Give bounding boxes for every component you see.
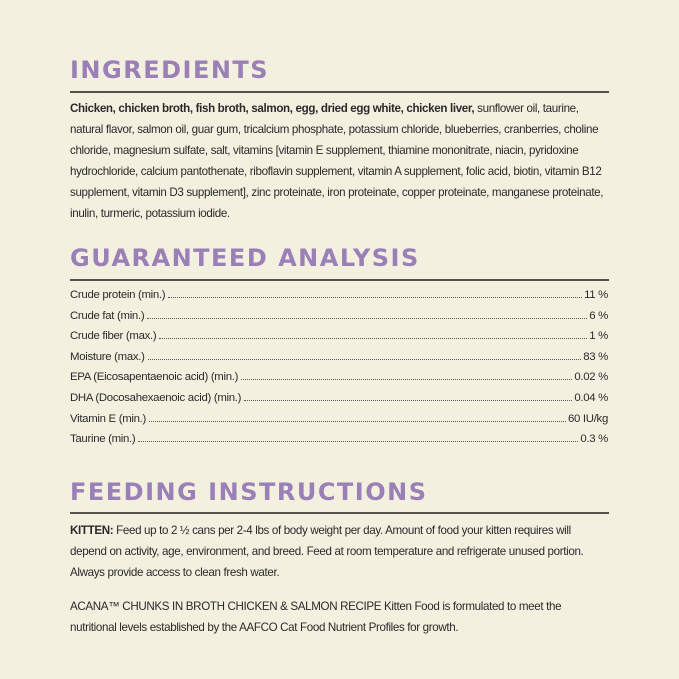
nutrient-label: DHA (Docosahexaenoic acid) (min.) <box>70 391 242 404</box>
nutrient-value: 0.02 % <box>574 371 608 384</box>
ingredients-rest-text: sunflower oil, taurine, natural flavor, … <box>70 102 604 220</box>
nutrient-value: 6 % <box>589 309 608 322</box>
analysis-row: Crude fat (min.) 6 % <box>70 310 608 331</box>
analysis-row: Moisture (max.) 83 % <box>70 351 608 372</box>
dot-leader <box>147 358 582 360</box>
analysis-row: Vitamin E (min.) 60 IU/kg <box>70 413 608 434</box>
nutrient-label: Crude fiber (max.) <box>70 330 157 343</box>
analysis-row: DHA (Docosahexaenoic acid) (min.) 0.04 % <box>70 392 608 413</box>
analysis-row: Crude protein (min.) 11 % <box>70 289 608 310</box>
kitten-instructions: KITTEN: Feed up to 2 ½ cans per 2-4 lbs … <box>70 520 610 583</box>
kitten-text: Feed up to 2 ½ cans per 2-4 lbs of body … <box>70 524 584 579</box>
ingredients-text: Chicken, chicken broth, fish broth, salm… <box>70 98 610 224</box>
ingredients-heading: INGREDIENTS <box>70 56 270 84</box>
nutrient-value: 83 % <box>583 350 608 363</box>
divider <box>70 91 609 93</box>
aafco-statement: ACANA™ CHUNKS IN BROTH CHICKEN & SALMON … <box>70 600 562 634</box>
divider <box>70 512 609 514</box>
analysis-row: EPA (Eicosapentaenoic acid) (min.) 0.02 % <box>70 371 608 392</box>
dot-leader <box>138 441 579 443</box>
dot-leader <box>244 399 573 401</box>
feeding-heading: FEEDING INSTRUCTIONS <box>70 478 428 506</box>
divider <box>70 279 609 281</box>
nutrient-value: 11 % <box>584 289 608 301</box>
nutrient-value: 0.3 % <box>580 433 608 446</box>
ingredients-bold-text: Chicken, chicken broth, fish broth, salm… <box>70 102 475 115</box>
nutrient-label: Taurine (min.) <box>70 433 136 446</box>
dot-leader <box>159 338 588 340</box>
analysis-table: Crude protein (min.) 11 % Crude fat (min.)… <box>70 289 608 454</box>
nutrient-value: 60 IU/kg <box>567 412 608 425</box>
dot-leader <box>147 317 588 319</box>
nutrient-label: Crude protein (min.) <box>70 289 166 301</box>
kitten-label: KITTEN: <box>70 524 114 537</box>
dot-leader <box>168 297 583 298</box>
nutrient-value: 0.04 % <box>574 391 608 404</box>
nutrient-label: Moisture (max.) <box>70 350 145 363</box>
dot-leader <box>149 420 566 422</box>
dot-leader <box>241 379 573 381</box>
analysis-row: Taurine (min.) 0.3 % <box>70 433 608 454</box>
nutrient-label: Vitamin E (min.) <box>70 412 147 425</box>
nutrient-label: Crude fat (min.) <box>70 309 145 322</box>
nutrient-value: 1 % <box>589 330 608 343</box>
analysis-heading: GUARANTEED ANALYSIS <box>70 244 420 272</box>
nutrient-label: EPA (Eicosapentaenoic acid) (min.) <box>70 371 239 384</box>
analysis-row: Crude fiber (max.) 1 % <box>70 330 608 351</box>
